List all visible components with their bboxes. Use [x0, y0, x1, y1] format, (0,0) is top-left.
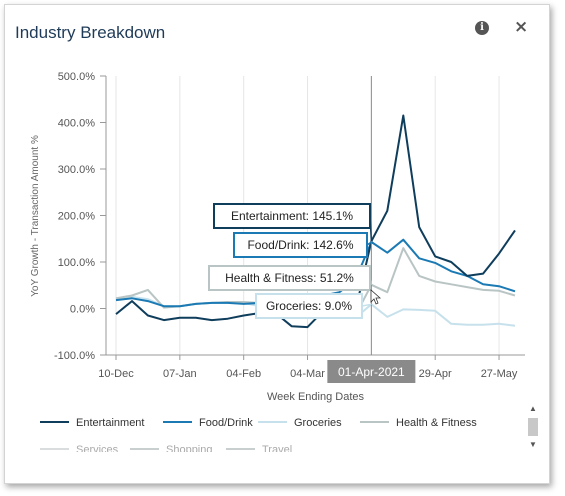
legend-label: Groceries [294, 417, 342, 429]
y-tick-label: 300.0% [58, 164, 96, 176]
x-axis-title: Week Ending Dates [267, 391, 365, 403]
x-tick-label: 27-May [481, 368, 518, 380]
legend-item-health-fitness[interactable]: Health & Fitness [360, 417, 477, 429]
legend-swatch [130, 448, 159, 451]
tooltip-box [233, 232, 368, 258]
y-tick-label: 400.0% [58, 118, 96, 130]
y-axis-title: YoY Growth - Transaction Amount % [30, 135, 41, 297]
legend-item-groceries[interactable]: Groceries [258, 417, 342, 429]
legend-swatch [40, 448, 69, 451]
legend-swatch [360, 421, 389, 424]
chart-legend: Entertainment Food/Drink Groceries Healt… [30, 410, 520, 452]
scroll-down-icon[interactable]: ▼ [529, 440, 537, 449]
info-icon[interactable]: i [475, 21, 489, 35]
tooltip-box [213, 203, 371, 229]
legend-item-travel[interactable]: Travel [226, 444, 292, 452]
legend-label: Travel [262, 444, 293, 452]
scroll-up-icon[interactable]: ▲ [529, 404, 537, 413]
tooltip-label-food-drink: Food/Drink: 142.6% [247, 238, 353, 252]
panel-title: Industry Breakdown [15, 23, 166, 42]
legend-label: Food/Drink [199, 417, 253, 429]
legend-item-services[interactable]: Services [40, 444, 118, 452]
legend-swatch [226, 448, 255, 451]
tooltip-label-health-fitness: Health & Fitness: 51.2% [225, 271, 354, 285]
hover-date-badge [327, 360, 416, 383]
y-tick-label: -100.0% [54, 350, 95, 362]
legend-label: Shopping [166, 444, 213, 452]
x-tick-label: 29-Apr [419, 368, 452, 380]
x-tick-label: 07-Jan [163, 368, 197, 380]
close-icon[interactable]: × [514, 17, 529, 37]
legend-label: Health & Fitness [396, 417, 477, 429]
y-tick-label: 0.0% [70, 304, 95, 316]
x-tick-label: 04-Mar [290, 368, 325, 380]
mouse-cursor-icon [370, 289, 382, 305]
legend-item-shopping[interactable]: Shopping [130, 444, 213, 452]
legend-label: Entertainment [76, 417, 145, 429]
tooltip-box [255, 293, 363, 319]
y-tick-label: 200.0% [58, 211, 96, 223]
legend-item-food-drink[interactable]: Food/Drink [163, 417, 253, 429]
legend-swatch [40, 421, 69, 424]
tooltip-connector [361, 303, 372, 307]
scroll-thumb[interactable] [528, 418, 538, 436]
legend-item-entertainment[interactable]: Entertainment [40, 417, 144, 429]
tooltip-label-entertainment: Entertainment: 145.1% [231, 209, 353, 223]
tooltip-box [208, 265, 371, 291]
legend-swatch [258, 421, 287, 424]
tooltip-label-groceries: Groceries: 9.0% [266, 299, 352, 313]
y-tick-label: 100.0% [58, 257, 96, 269]
hover-date-label: 01-Apr-2021 [338, 365, 405, 379]
legend-label: Services [76, 444, 119, 452]
y-tick-label: 500.0% [58, 71, 96, 83]
legend-scrollbar[interactable]: ▲ ▼ [526, 404, 540, 452]
x-tick-label: 04-Feb [226, 368, 261, 380]
legend-swatch [163, 421, 192, 424]
x-tick-label: 10-Dec [98, 368, 134, 380]
